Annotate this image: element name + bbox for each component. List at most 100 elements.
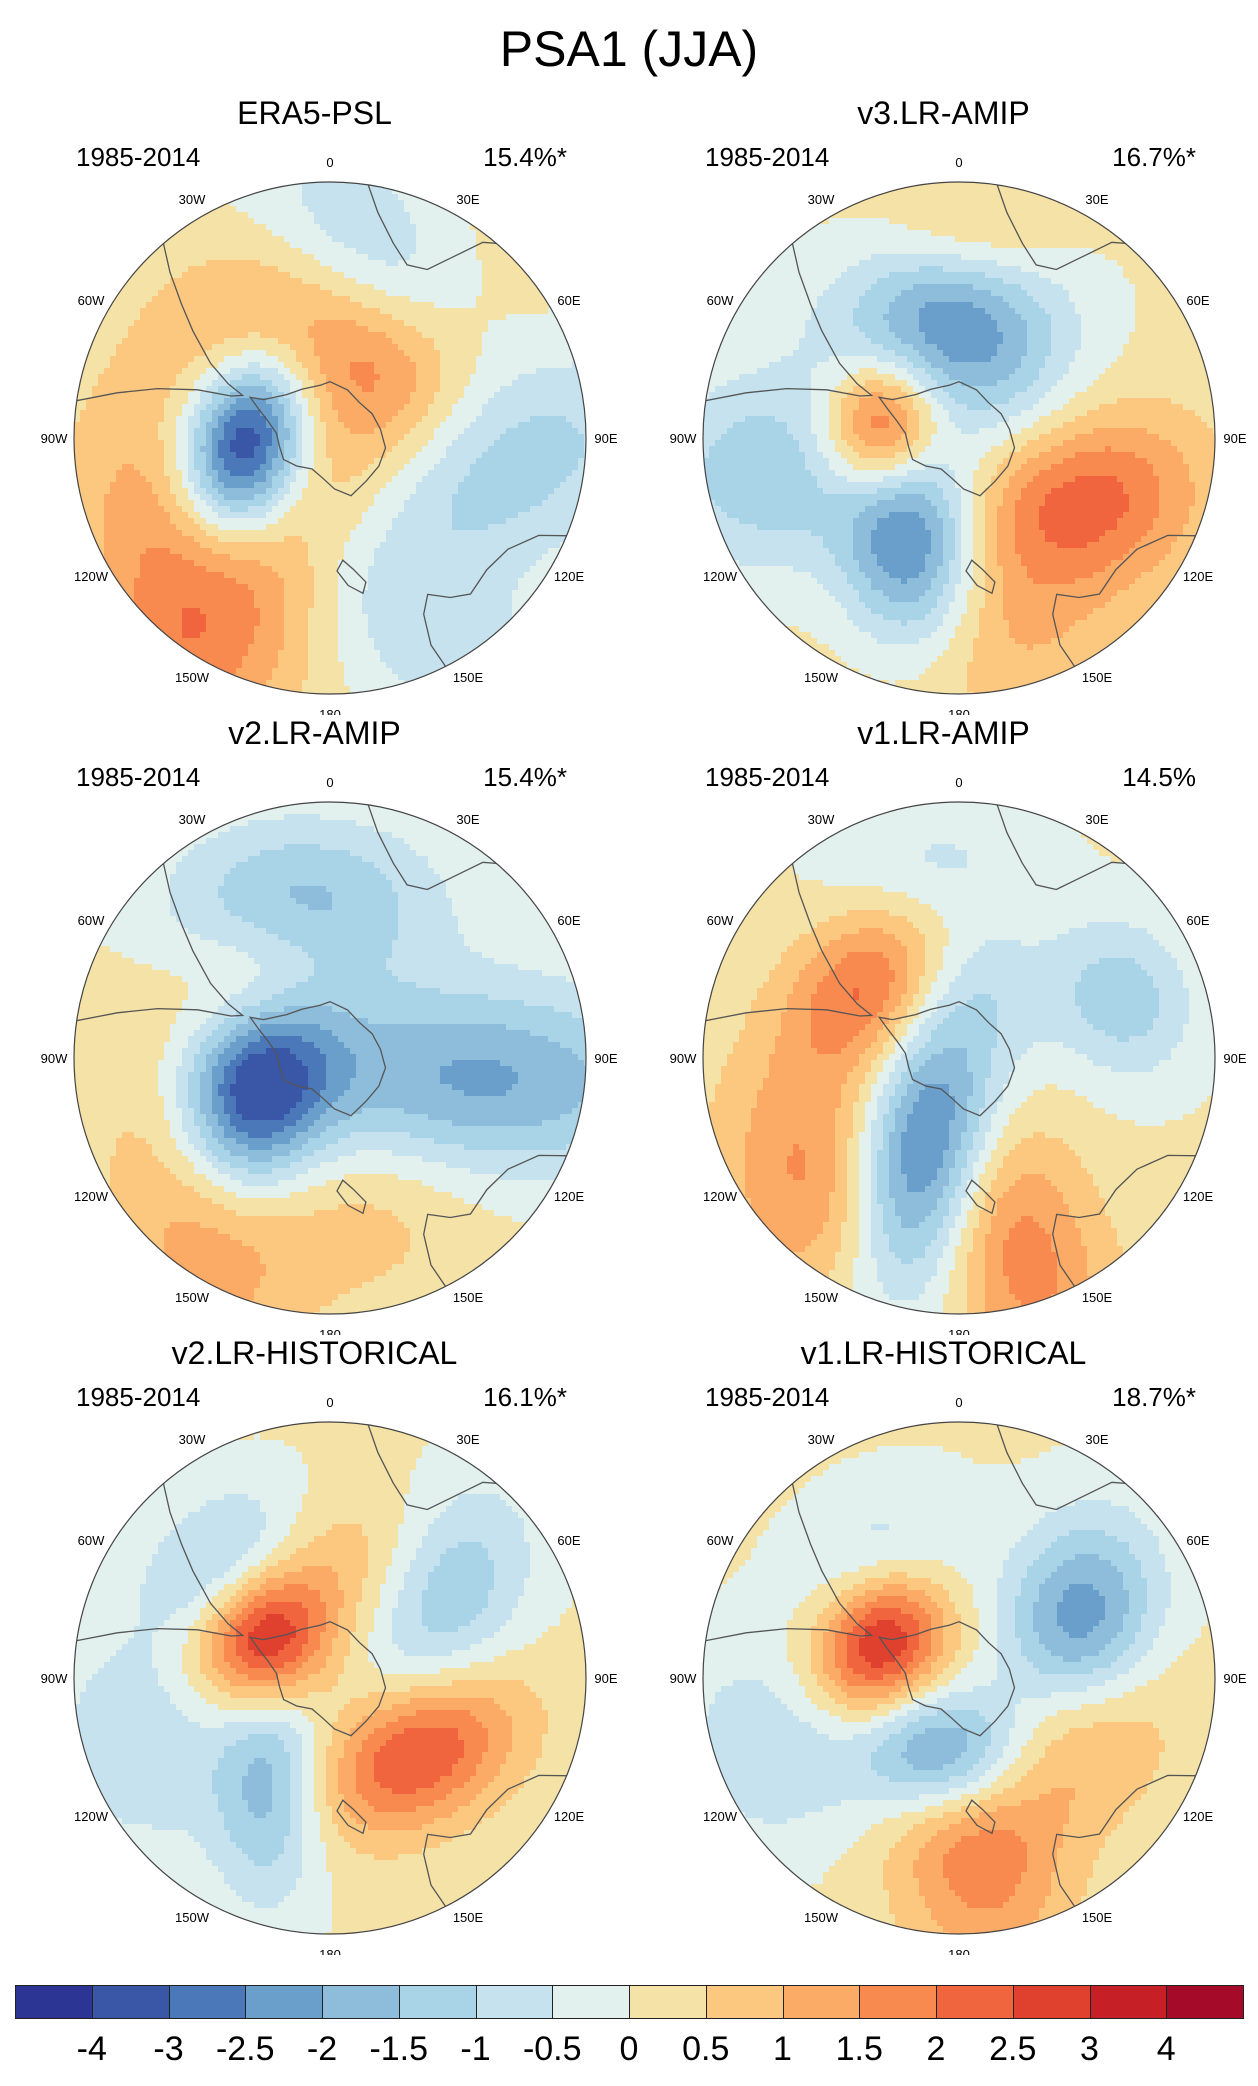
colorbar-label: -3 <box>153 2030 183 2069</box>
longitude-label: 30E <box>456 1432 479 1447</box>
colorbar-swatch <box>398 1985 477 2019</box>
longitude-label: 180 <box>319 1327 341 1335</box>
longitude-label: 120E <box>554 1809 585 1824</box>
longitude-label: 90E <box>1223 1051 1246 1066</box>
contour-field <box>703 182 1215 694</box>
polar-map: 0 30E 60E 90E 120E 150E 180 150W 120W 90W 60W 30W <box>670 1395 1247 1955</box>
longitude-label: 0 <box>955 155 962 170</box>
longitude-label: 150W <box>175 670 210 685</box>
longitude-label: 60E <box>557 293 580 308</box>
colorbar-label: 1.5 <box>836 2030 883 2069</box>
longitude-label: 120E <box>1183 569 1214 584</box>
longitude-label: 30W <box>808 1432 835 1447</box>
longitude-label: 30W <box>808 192 835 207</box>
polar-map: 0 30E 60E 90E 120E 150E 180 150W 120W 90W 60W 30W <box>41 1395 618 1955</box>
variance-label: 16.7%* <box>1112 142 1196 173</box>
colorbar-swatch <box>859 1985 937 2019</box>
longitude-label: 90E <box>594 431 617 446</box>
colorbar-swatch <box>91 1985 170 2019</box>
map-panel: v2.LR-HISTORICAL 1985-2014 16.1%* 0 30E 60E 90… <box>0 1335 629 1955</box>
colorbar-label: 2.5 <box>989 2030 1036 2069</box>
period-label: 1985-2014 <box>76 1382 200 1413</box>
longitude-label: 60E <box>1186 293 1209 308</box>
longitude-label: 0 <box>955 1395 962 1410</box>
longitude-label: 0 <box>326 1395 333 1410</box>
variance-label: 15.4%* <box>483 762 567 793</box>
colorbar-swatch <box>15 1985 93 2019</box>
colorbar-swatch <box>475 1985 554 2019</box>
colorbar-swatch <box>1089 1985 1168 2019</box>
colorbar-swatch <box>322 1985 400 2019</box>
period-label: 1985-2014 <box>705 762 829 793</box>
longitude-label: 60W <box>78 913 105 928</box>
longitude-label: 60W <box>78 1533 105 1548</box>
longitude-label: 60W <box>707 293 734 308</box>
colorbar-label: -0.5 <box>523 2030 582 2069</box>
longitude-label: 30E <box>1085 1432 1108 1447</box>
polar-map: 0 30E 60E 90E 120E 150E 180 150W 120W 90W 60W 30W <box>670 155 1247 715</box>
longitude-label: 150E <box>1082 1290 1113 1305</box>
map-panel: v2.LR-AMIP 1985-2014 15.4%* 0 30E 60E 90E 120E 1… <box>0 715 629 1335</box>
longitude-label: 90E <box>594 1051 617 1066</box>
colorbar-label: 2 <box>927 2030 946 2069</box>
colorbar-swatch <box>1166 1985 1244 2019</box>
colorbar-label: -2 <box>307 2030 337 2069</box>
longitude-label: 30W <box>179 192 206 207</box>
longitude-label: 90W <box>670 1671 697 1686</box>
panel-title: v2.LR-HISTORICAL <box>0 1335 629 1372</box>
longitude-label: 30E <box>1085 812 1108 827</box>
longitude-label: 30W <box>179 812 206 827</box>
polar-map: 0 30E 60E 90E 120E 150E 180 150W 120W 90W 60W 30W <box>41 775 618 1335</box>
longitude-label: 180 <box>948 1947 970 1955</box>
longitude-label: 90E <box>594 1671 617 1686</box>
longitude-label: 30E <box>456 812 479 827</box>
map-panel: v1.LR-HISTORICAL 1985-2014 18.7%* 0 30E 60E 90… <box>629 1335 1258 1955</box>
panel-title: v3.LR-AMIP <box>629 95 1258 132</box>
colorbar-label: 1 <box>773 2030 792 2069</box>
map-panel: v1.LR-AMIP 1985-2014 14.5% 0 30E 60E 90E 120E 15… <box>629 715 1258 1335</box>
longitude-label: 0 <box>326 775 333 790</box>
longitude-label: 60E <box>1186 913 1209 928</box>
colorbar-label: 0 <box>620 2030 639 2069</box>
longitude-label: 90W <box>670 1051 697 1066</box>
colorbar-swatch <box>168 1985 247 2019</box>
longitude-label: 60E <box>557 913 580 928</box>
panel-title: ERA5-PSL <box>0 95 629 132</box>
period-label: 1985-2014 <box>705 1382 829 1413</box>
longitude-label: 120W <box>74 1189 109 1204</box>
longitude-label: 120E <box>1183 1809 1214 1824</box>
longitude-label: 150W <box>804 670 839 685</box>
longitude-label: 90W <box>670 431 697 446</box>
longitude-label: 150W <box>804 1910 839 1925</box>
panel-title: v2.LR-AMIP <box>0 715 629 752</box>
colorbar <box>15 1985 1244 2021</box>
colorbar-swatch <box>629 1985 707 2019</box>
longitude-label: 150E <box>453 1910 484 1925</box>
longitude-label: 120W <box>703 1189 738 1204</box>
colorbar-label: -1.5 <box>369 2030 428 2069</box>
longitude-label: 90W <box>41 431 68 446</box>
variance-label: 16.1%* <box>483 1382 567 1413</box>
period-label: 1985-2014 <box>76 142 200 173</box>
variance-label: 15.4%* <box>483 142 567 173</box>
period-label: 1985-2014 <box>705 142 829 173</box>
colorbar-label: -2.5 <box>216 2030 275 2069</box>
longitude-label: 90W <box>41 1051 68 1066</box>
longitude-label: 150W <box>804 1290 839 1305</box>
longitude-label: 30E <box>456 192 479 207</box>
variance-label: 14.5% <box>1122 762 1196 793</box>
map-panel: ERA5-PSL 1985-2014 15.4%* 0 30E 60E 90E 120E 150… <box>0 95 629 715</box>
colorbar-label: -4 <box>77 2030 107 2069</box>
longitude-label: 120W <box>74 1809 109 1824</box>
figure-title: PSA1 (JJA) <box>0 20 1258 78</box>
colorbar-swatch <box>782 1985 861 2019</box>
polar-map: 0 30E 60E 90E 120E 150E 180 150W 120W 90W 60W 30W <box>41 155 618 715</box>
polar-map: 0 30E 60E 90E 120E 150E 180 150W 120W 90W 60W 30W <box>670 775 1247 1335</box>
longitude-label: 90W <box>41 1671 68 1686</box>
longitude-label: 120W <box>703 569 738 584</box>
longitude-label: 180 <box>948 1327 970 1335</box>
longitude-label: 30W <box>808 812 835 827</box>
contour-field <box>74 182 586 694</box>
longitude-label: 150E <box>1082 670 1113 685</box>
